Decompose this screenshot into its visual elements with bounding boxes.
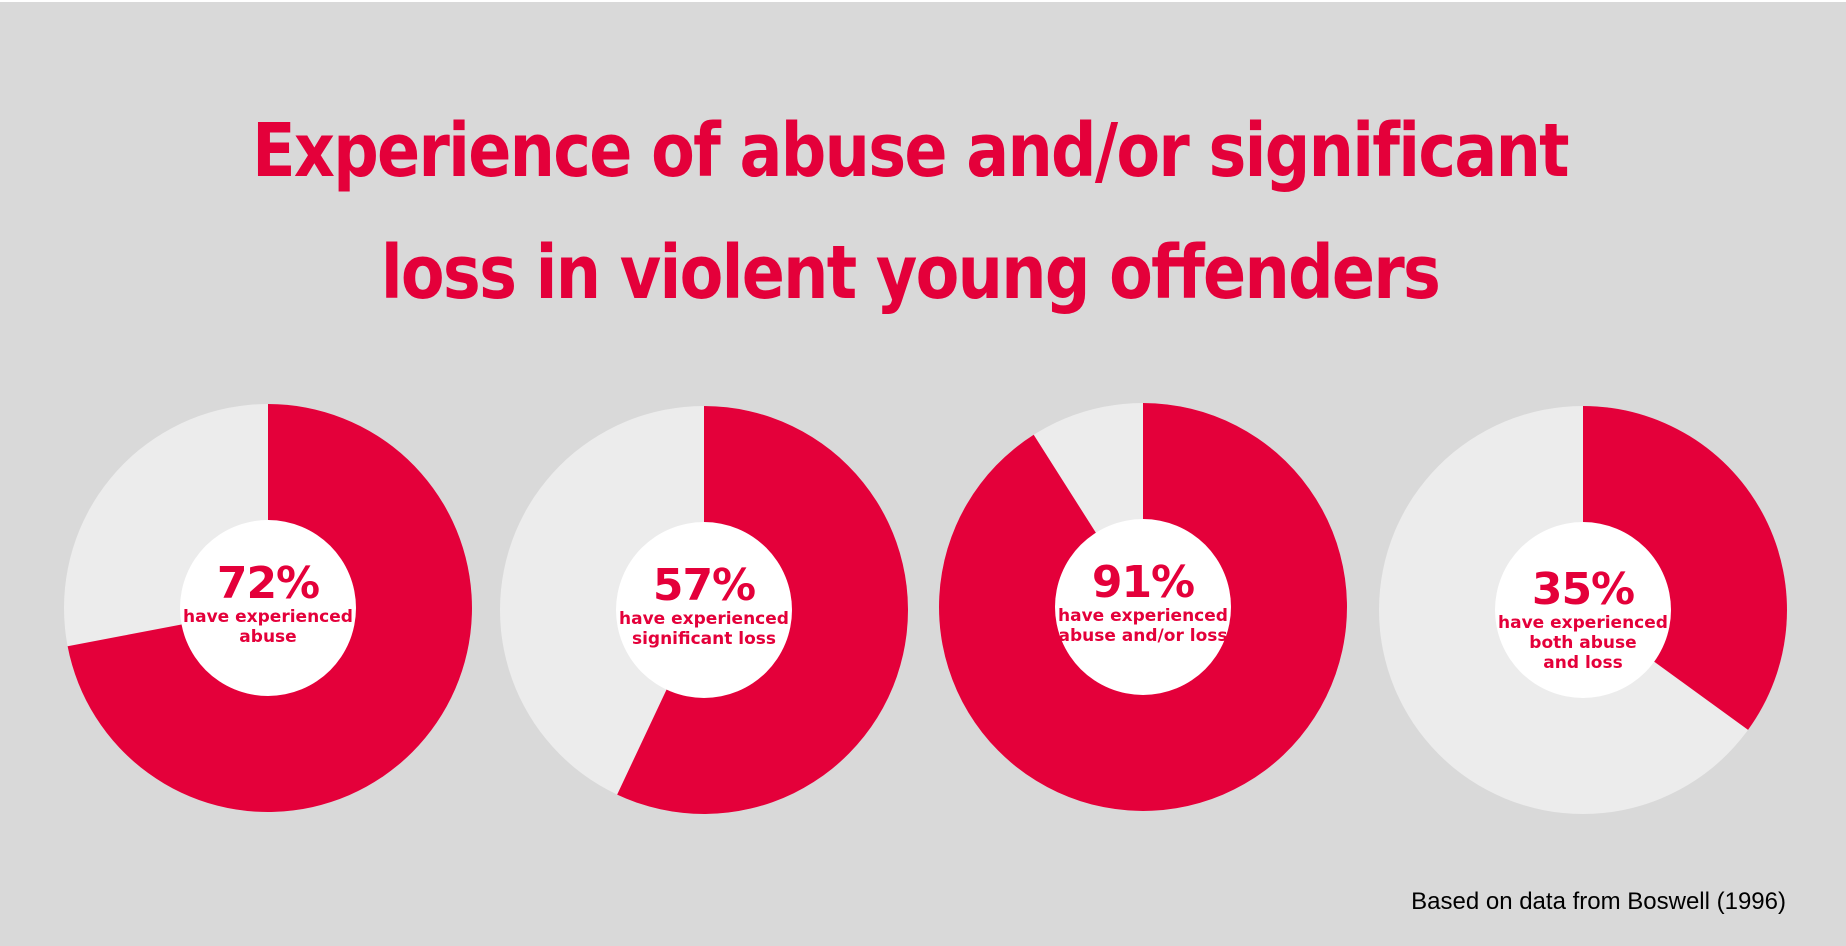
percentage-label: 35% bbox=[1532, 564, 1634, 615]
donut-value-slice bbox=[1583, 406, 1788, 730]
donut-center-hole bbox=[616, 522, 792, 698]
caption-line: have experienced bbox=[183, 607, 353, 627]
donut-center-hole bbox=[180, 520, 356, 696]
percentage-label: 72% bbox=[217, 558, 319, 609]
caption-line: and loss bbox=[1543, 653, 1622, 673]
caption-line: have experienced bbox=[619, 609, 789, 629]
caption-line: both abuse bbox=[1529, 633, 1636, 653]
caption-line: have experienced bbox=[1058, 606, 1228, 626]
chart-title-line-2: loss in violent young offenders bbox=[380, 230, 1441, 316]
donut-center-hole bbox=[1055, 519, 1231, 695]
caption-line: abuse bbox=[239, 627, 296, 647]
percentage-label: 57% bbox=[653, 560, 755, 611]
caption-line: abuse and/or loss bbox=[1059, 626, 1228, 646]
caption-line: have experienced bbox=[1498, 613, 1668, 633]
chart-title: Experience of abuse and/or significant l… bbox=[127, 90, 1692, 334]
donut-center-hole bbox=[1495, 522, 1671, 698]
caption-line: significant loss bbox=[632, 629, 776, 649]
chart-title-line-1: Experience of abuse and/or significant bbox=[252, 108, 1569, 194]
percentage-label: 91% bbox=[1092, 557, 1194, 608]
source-note: Based on data from Boswell (1996) bbox=[1411, 888, 1786, 915]
